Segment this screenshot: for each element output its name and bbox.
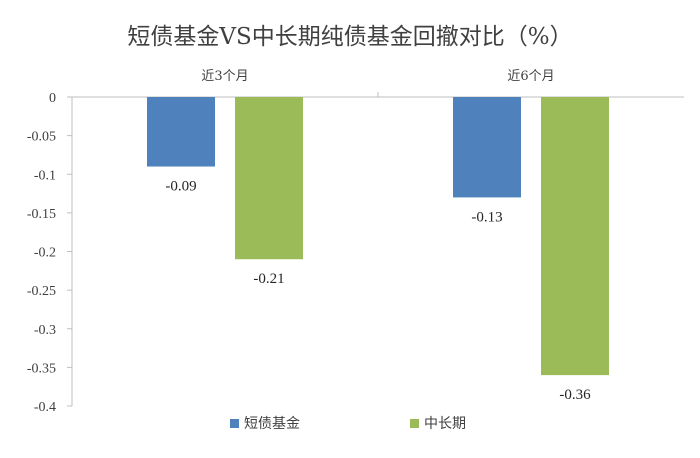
chart-title: 短债基金VS中长期纯债基金回撤对比（%） [127,24,572,50]
legend-swatch [230,419,239,428]
y-tick-label: -0.15 [27,207,56,222]
y-tick-label: -0.1 [34,168,56,183]
category-label: 近6个月 [507,69,554,84]
y-tick-label: -0.35 [27,361,56,376]
legend: 短债基金 中长期 [230,415,466,432]
legend-label: 中长期 [424,416,466,432]
data-label: -0.36 [559,387,591,403]
category-label: 近3个月 [201,69,248,84]
bar [235,97,303,260]
bar [541,97,609,376]
bar [147,97,215,167]
y-tick-label: -0.2 [34,246,56,261]
y-tick-label: 0 [49,91,56,106]
plot-area: 0 -0.05 -0.1 -0.15 -0.2 -0.25 -0.3 -0.35 -0.4 近3个… [27,69,684,415]
legend-swatch [410,419,419,428]
data-label: -0.21 [253,271,284,287]
y-tick-label: -0.3 [34,323,56,338]
y-tick-label: -0.4 [34,400,56,415]
legend-label: 短债基金 [244,415,300,432]
y-tick-label: -0.25 [27,284,56,299]
data-label: -0.09 [165,179,196,195]
y-tick-label: -0.05 [27,130,56,145]
data-label: -0.13 [471,209,502,225]
bar [453,97,521,198]
